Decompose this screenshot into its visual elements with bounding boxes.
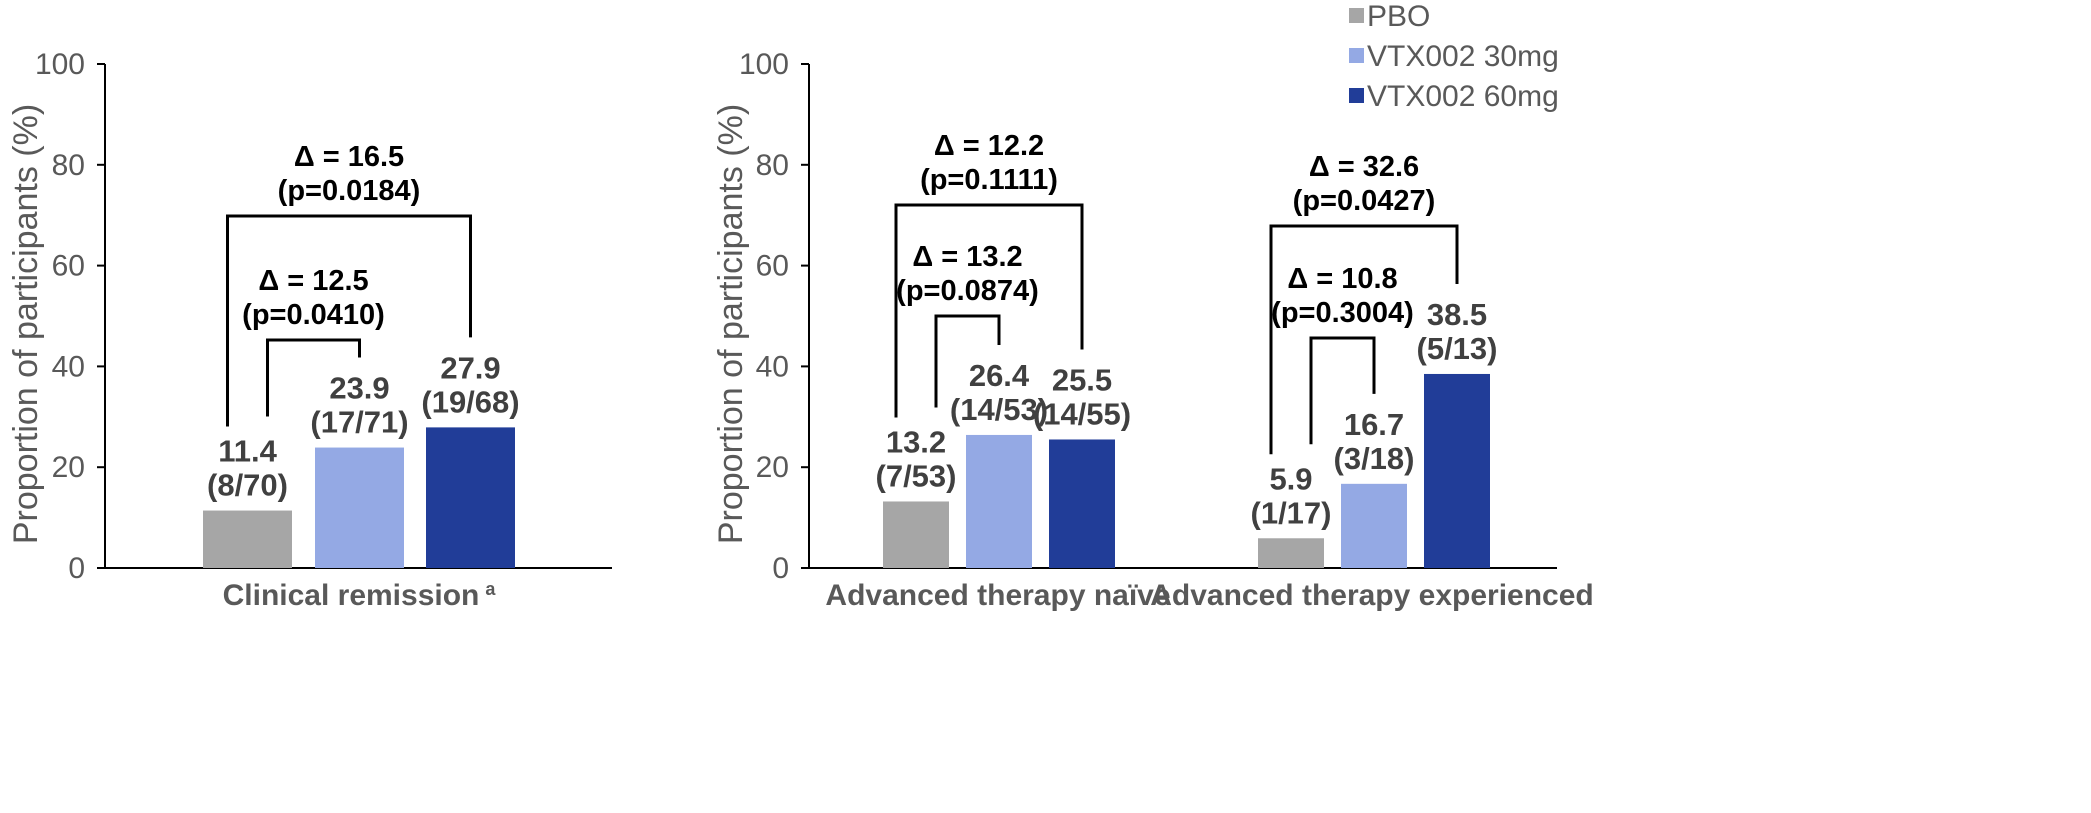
p-value-label: (p=0.1111) [920, 164, 1058, 196]
bar [966, 434, 1032, 568]
delta-value: = 32.6 [1330, 151, 1420, 183]
bar-count-label: (1/17) [1251, 495, 1332, 530]
y-tick-label: 0 [68, 552, 85, 585]
category-label-text: Advanced therapy experienced [1150, 579, 1594, 612]
bar [426, 427, 515, 568]
legend-swatch [1349, 8, 1364, 23]
bar-value-label: 16.7 [1344, 407, 1404, 442]
category-label-text: Advanced therapy naïve [825, 579, 1170, 612]
bar-value-label: 13.2 [886, 424, 946, 459]
category-label-text: Clinical remission [223, 579, 480, 612]
delta-label: Δ = 32.6 [1309, 151, 1419, 183]
bar [1258, 538, 1324, 568]
delta-label: Δ = 16.5 [294, 141, 404, 173]
delta-symbol: Δ [1287, 263, 1308, 295]
y-tick-label: 100 [35, 48, 85, 81]
comparison-bracket [934, 314, 1001, 408]
category-label: Advanced therapy experienced [1150, 579, 1594, 612]
bar-count-label: (14/53) [950, 392, 1048, 427]
comparison-bracket [226, 214, 472, 427]
comparison-bracket [1269, 224, 1459, 455]
bar [1049, 439, 1115, 568]
bar-value-label: 38.5 [1427, 297, 1487, 332]
bar-count-label: (5/13) [1417, 331, 1498, 366]
p-value-label: (p=0.3004) [1271, 297, 1414, 329]
bar-value-label: 27.9 [440, 350, 500, 385]
delta-symbol: Δ [258, 265, 279, 297]
y-tick-label: 100 [739, 48, 789, 81]
bar [883, 501, 949, 568]
p-value-label: (p=0.0427) [1293, 185, 1436, 217]
delta-symbol: Δ [912, 241, 933, 273]
delta-label: Δ = 13.2 [912, 241, 1022, 273]
p-value-label: (p=0.0184) [278, 175, 421, 207]
delta-label: Δ = 10.8 [1287, 263, 1397, 295]
category-footnote-mark: a [485, 579, 496, 599]
comparison-bracket [1309, 336, 1376, 445]
bar [1341, 483, 1407, 568]
bar [315, 447, 404, 568]
y-tick-label: 40 [52, 350, 85, 383]
bar-value-label: 23.9 [329, 371, 389, 406]
bar [203, 510, 292, 568]
bar-count-label: (8/70) [207, 468, 288, 503]
delta-symbol: Δ [294, 141, 315, 173]
delta-value: = 12.5 [279, 265, 369, 297]
comparison-bracket [894, 203, 1084, 418]
bar-value-label: 26.4 [969, 358, 1030, 393]
delta-symbol: Δ [934, 130, 955, 162]
bar-count-label: (7/53) [876, 458, 957, 493]
y-tick-label: 60 [52, 250, 85, 283]
bar-count-label: (3/18) [1334, 441, 1415, 476]
y-axis-label: Proportion of participants (%) [7, 104, 45, 544]
delta-label: Δ = 12.2 [934, 130, 1044, 162]
y-tick-label: 20 [756, 451, 789, 484]
bar-value-label: 25.5 [1052, 362, 1112, 397]
bar-value-label: 5.9 [1269, 461, 1312, 496]
y-tick-label: 40 [756, 350, 789, 383]
bar-count-label: (17/71) [310, 405, 408, 440]
delta-label: Δ = 12.5 [258, 265, 368, 297]
y-tick-label: 0 [772, 552, 789, 585]
bar-value-label: 11.4 [218, 434, 277, 469]
delta-value: = 16.5 [315, 141, 405, 173]
delta-symbol: Δ [1309, 151, 1330, 183]
legend-label: VTX002 30mg [1367, 40, 1559, 73]
legend-label: PBO [1367, 0, 1430, 33]
legend-label: VTX002 60mg [1367, 80, 1559, 113]
p-value-label: (p=0.0874) [896, 275, 1039, 307]
y-tick-label: 80 [52, 149, 85, 182]
comparison-bracket [266, 338, 361, 417]
y-axis-label: Proportion of participants (%) [712, 104, 750, 544]
y-tick-label: 20 [52, 451, 85, 484]
p-value-label: (p=0.0410) [242, 299, 385, 331]
bar [1424, 373, 1490, 568]
bar-count-label: (19/68) [421, 384, 519, 419]
y-tick-label: 80 [756, 149, 789, 182]
y-tick-label: 60 [756, 250, 789, 283]
delta-value: = 10.8 [1308, 263, 1398, 295]
delta-value: = 13.2 [933, 241, 1023, 273]
bar-count-label: (14/55) [1033, 396, 1131, 431]
delta-value: = 12.2 [955, 130, 1045, 162]
legend-swatch [1349, 88, 1364, 103]
category-label: Clinical remission a [223, 579, 497, 612]
category-label: Advanced therapy naïve [825, 579, 1170, 612]
legend-swatch [1349, 48, 1364, 63]
